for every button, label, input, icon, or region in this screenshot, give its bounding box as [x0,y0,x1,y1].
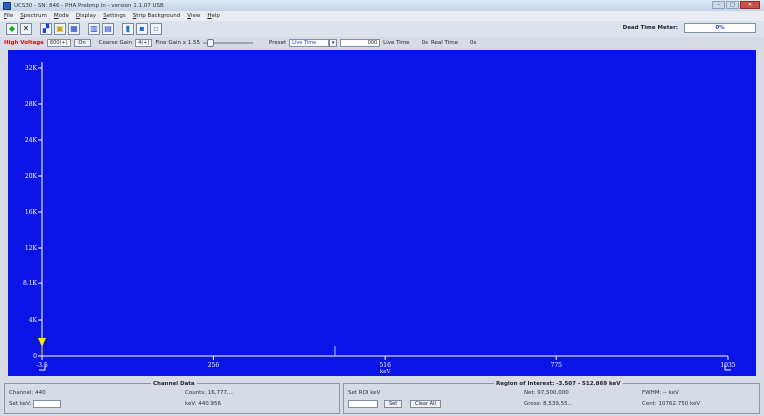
roi-icon[interactable]: ▣ [54,23,66,35]
roi-title: Region of Interest: -3.507 - 512.869 keV [494,381,623,387]
counts-label: Counts: 16,777,... [185,390,235,396]
preset-label: Preset [268,40,287,46]
y-tick-label: 0 [33,353,37,360]
toolbar: ◆ ✕ ▞ ▣ ▦ ▥ ▤ ▮ ▪ ▫ Dead Time Meter: 0% [0,21,764,37]
menu-settings[interactable]: Settings [103,13,126,19]
y-tick-label: 4K [29,317,38,324]
roi-clear-all-button[interactable]: Clear All [410,400,441,408]
window-title: UCS30 - SN: 846 - PHA Prebmp ln - versio… [14,2,164,9]
roi-start-input[interactable] [348,400,378,408]
roi-cent-label: Cent: 10762.750 keV [642,401,701,407]
kev-label: keV: 440.956 [185,401,222,407]
view-b-icon[interactable]: ▤ [102,23,114,35]
x-tick-label: -3.5 [36,362,48,369]
y-tick-label: 20K [25,173,38,180]
roi-start-bracket [39,364,46,371]
high-voltage-label: High Voltage [4,40,44,46]
menu-bar: File Spectrum Mode Display Settings Stri… [0,11,764,21]
set-kev-label: Set keV: [9,401,32,407]
fine-gain-slider-thumb[interactable] [207,39,215,47]
spectrum-display[interactable]: 32K 28K 24K 20K 16K 12K 8.1K 4K 0 -3.5 256 516 775 10… [8,50,756,376]
maximize-button[interactable]: □ [726,1,739,9]
real-time-label: Real Time [430,40,459,46]
roi-set-button[interactable]: Set [384,400,403,408]
roi-end-bracket [724,364,731,371]
fine-gain-label: Fine Gain x 1.55 [155,40,200,46]
status-panels: Channel Data Channel: 440 Counts: 16,777… [0,380,764,416]
acquisition-controls: High Voltage 800(+) On Coarse Gain 4(+) … [0,37,764,49]
tool-icon[interactable]: ▞ [40,23,52,35]
spectrum-chart[interactable]: 32K 28K 24K 20K 16K 12K 8.1K 4K 0 -3.5 256 516 775 10… [8,50,756,376]
preset-time-field[interactable]: 000 [340,39,381,47]
fine-gain-slider[interactable] [202,39,253,47]
coarse-gain-field[interactable]: 4(+) [135,39,153,47]
misc-icon[interactable]: ▫ [150,23,162,35]
set-kev-input[interactable] [33,400,61,408]
zoom-icon[interactable]: ▦ [68,23,80,35]
channel-data-panel: Channel Data Channel: 440 Counts: 16,777… [4,381,340,414]
menu-mode[interactable]: Mode [53,13,69,19]
x-tick-label: 516 [379,362,391,369]
chevron-down-icon[interactable]: ▾ [329,39,338,47]
x-tick-label: 1035 [720,362,735,369]
roi-gross-label: Gross: 8,539,55... [524,401,573,407]
dead-time-meter: Dead Time Meter: 0% [623,23,756,33]
title-bar: UCS30 - SN: 846 - PHA Prebmp ln - versio… [0,0,764,11]
menu-view[interactable]: View [187,13,201,19]
live-time-label: Live Time [383,40,410,46]
x-tick-label: 775 [551,362,563,369]
channel-label: Channel: 440 [9,390,46,396]
close-button[interactable]: ✕ [740,1,760,9]
cursor-marker-icon [38,338,46,347]
y-tick-label: 32K [25,65,38,72]
dead-time-label: Dead Time Meter: [622,25,678,31]
y-tick-label: 16K [25,209,38,216]
preset-select-value[interactable]: Live Time [289,39,330,47]
high-voltage-on-button[interactable]: On [73,39,91,47]
roi-fwhm-label: FWHM: -- keV [642,390,679,396]
roi-net-label: Net: 97,500,000 [524,390,569,396]
y-tick-label: 8.1K [23,280,38,287]
roi-panel: Region of Interest: -3.507 - 512.869 keV… [343,381,760,414]
menu-help[interactable]: Help [207,13,220,19]
dead-time-value: 0% [684,23,756,33]
stop-icon[interactable]: ✕ [20,23,32,35]
x-axis-unit: keV [380,369,392,375]
y-tick-label: 28K [25,101,38,108]
window-controls: – □ ✕ [711,1,760,9]
real-time-value: 0s [470,40,477,46]
app-icon [3,1,11,10]
menu-file[interactable]: File [4,13,14,19]
coarse-gain-label: Coarse Gain [98,40,133,46]
menu-strip-background[interactable]: Strip Background [132,13,181,19]
channel-data-title: Channel Data [151,381,197,387]
go-icon[interactable]: ◆ [6,23,18,35]
menu-spectrum[interactable]: Spectrum [20,13,47,19]
print-icon[interactable]: ▪ [136,23,148,35]
menu-display[interactable]: Display [75,13,97,19]
live-time-value: 0s [421,40,428,46]
fine-gain-slider-track [202,42,253,44]
save-icon[interactable]: ▮ [122,23,134,35]
high-voltage-field[interactable]: 800(+) [46,39,71,47]
y-tick-label: 24K [25,137,38,144]
minimize-button[interactable]: – [712,1,725,9]
preset-select[interactable]: Live Time ▾ [289,39,338,47]
x-tick-label: 256 [208,362,220,369]
y-tick-label: 12K [25,245,38,252]
view-a-icon[interactable]: ▥ [88,23,100,35]
set-roi-label: Set ROI keV [348,390,381,396]
